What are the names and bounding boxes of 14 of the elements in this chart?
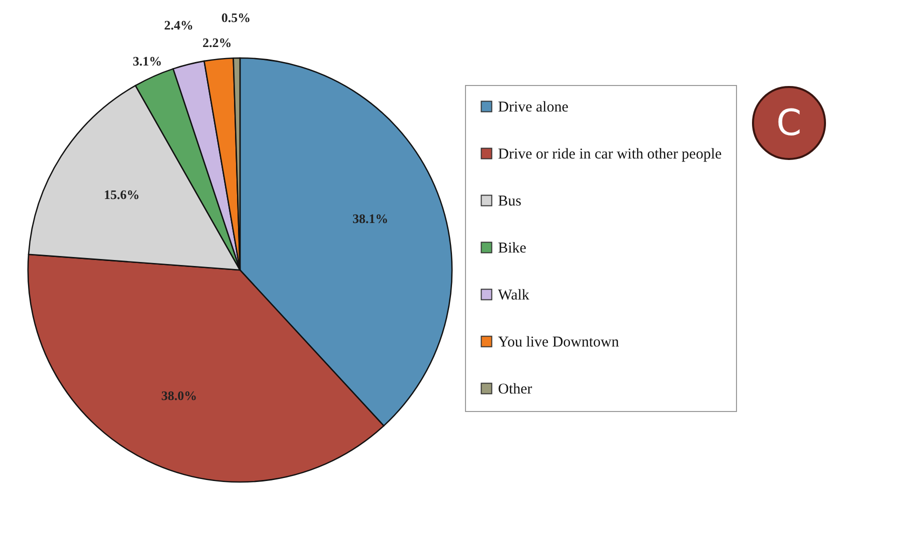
data-label: 2.4% [164, 18, 194, 33]
legend-label: You live Downtown [498, 334, 620, 350]
data-label: 38.0% [161, 388, 198, 404]
legend-label: Drive or ride in car with other people [498, 146, 722, 162]
data-label: 2.2% [202, 35, 232, 50]
data-label: 3.1% [132, 54, 162, 69]
legend-label: Bike [498, 240, 527, 256]
legend-label: Drive alone [498, 100, 569, 116]
legend-label: Walk [498, 288, 530, 304]
data-label: 38.1% [352, 211, 388, 226]
legend-label: Bus [498, 194, 522, 210]
data-label: 0.5% [221, 10, 251, 26]
data-label: 15.6% [104, 187, 140, 202]
legend-label: Other [498, 382, 532, 398]
